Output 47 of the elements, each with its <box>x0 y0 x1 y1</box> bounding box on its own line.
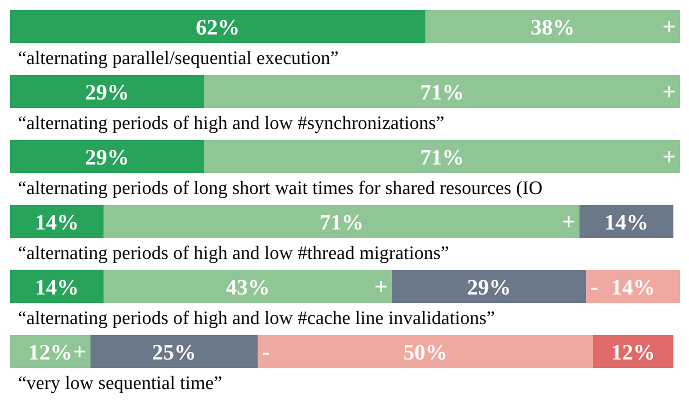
data-label: 12% <box>611 340 656 364</box>
data-label: 71% <box>420 144 464 170</box>
data-label: 14% <box>34 274 79 300</box>
y-tick-label: “alternating parallel/sequential execution” <box>18 48 339 69</box>
data-label: 12% <box>28 340 72 364</box>
data-label: 71% <box>420 80 464 104</box>
series-label: + <box>662 14 676 40</box>
data-label: 14% <box>611 274 656 300</box>
bar <box>10 205 104 238</box>
bar <box>10 10 426 43</box>
series-label: - <box>590 274 598 300</box>
bar <box>10 75 204 108</box>
y-tick-label: “alternating periods of high and low #synchronizations” <box>18 113 444 134</box>
data-label: 50% <box>403 340 448 364</box>
y-tick-label: “alternating periods of long short wait times for shared resources (IO <box>18 178 542 199</box>
text: + <box>72 340 86 366</box>
data-label: 38% <box>530 14 575 40</box>
text: + <box>562 210 576 236</box>
bar <box>104 205 580 238</box>
text: - <box>262 340 270 366</box>
data-label: 29% <box>85 80 130 104</box>
bar <box>204 140 680 173</box>
bar <box>10 140 204 173</box>
data-label: 71% <box>320 210 364 234</box>
data-label: 14% <box>34 210 79 234</box>
data-label: 43% <box>226 274 270 300</box>
bar <box>90 335 258 368</box>
y-tick-label: “alternating periods of high and low #thread migrations” <box>18 243 450 264</box>
bar <box>592 335 674 368</box>
data-label: 14% <box>604 210 648 234</box>
bar <box>10 270 104 303</box>
bar <box>586 270 680 303</box>
bar <box>392 270 586 303</box>
bar <box>104 270 392 303</box>
data-label: 29% <box>467 274 512 300</box>
text: + <box>662 80 676 106</box>
bar <box>580 205 674 238</box>
data-label: 62% <box>196 14 240 40</box>
data-label: 29% <box>85 144 130 170</box>
text: + <box>662 144 676 170</box>
y-tick-label: “very low sequential time” <box>18 373 222 394</box>
bar <box>204 75 680 108</box>
y-tick-label: “alternating periods of high and low #cache line invalidations” <box>18 308 495 329</box>
text: + <box>374 274 388 300</box>
data-label: 25% <box>152 340 196 364</box>
bar <box>425 10 680 43</box>
bar <box>258 335 593 368</box>
